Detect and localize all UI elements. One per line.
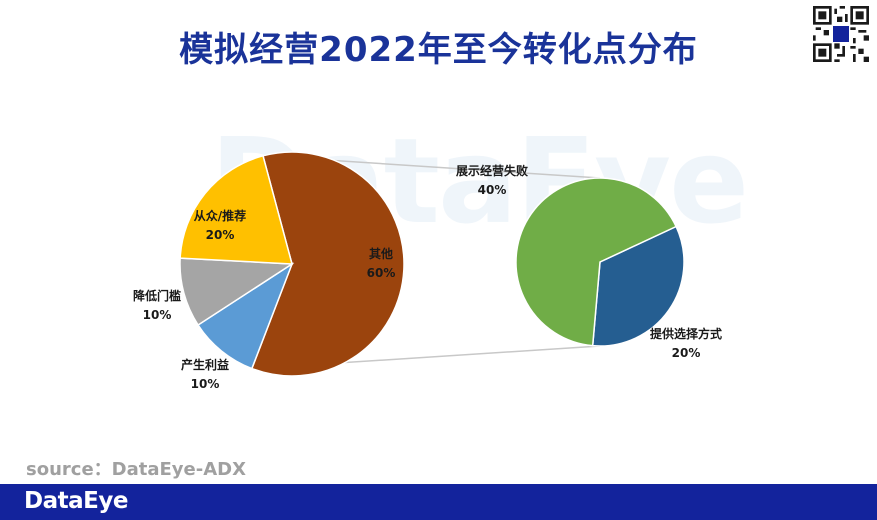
main-pie-slice-label-3: 从众/推荐 <box>194 208 246 223</box>
secondary-pie-slice-1 <box>515 177 678 347</box>
main-pie-slice-label-2: 降低门槛 <box>133 288 181 303</box>
secondary-pie-slice-label-0: 提供选择方式 <box>650 326 722 341</box>
secondary-pie-slice-label-1: 展示经营失败 <box>456 163 528 178</box>
main-pie-slice-value-2: 10% <box>143 308 172 322</box>
main-pie-slice-label-0: 其他 <box>369 246 393 261</box>
main-pie-slice-3 <box>179 154 293 265</box>
main-pie-slice-value-0: 60% <box>367 266 396 280</box>
qr-code-icon <box>813 6 869 62</box>
pie-of-pie-chart: 其他 60% 产生利益 10% 降低门槛 10% 从众/推荐 20% 提供选择方式 20% 展示经营… <box>133 151 722 391</box>
main-pie-slice-label-1: 产生利益 <box>181 357 229 372</box>
main-pie-slice-0 <box>250 151 405 377</box>
footer-brand-logo: DataEye <box>24 488 128 514</box>
page-title: 模拟经营2022年至今转化点分布 <box>179 30 698 70</box>
secondary-pie-slice-0 <box>591 225 685 347</box>
main-pie-slice-value-1: 10% <box>191 377 220 391</box>
main-pie-slice-value-3: 20% <box>206 228 235 242</box>
footer-bar: DataEye <box>0 484 877 520</box>
source-note: source：DataEye-ADX <box>26 459 246 480</box>
secondary-pie-slice-value-1: 40% <box>478 183 507 197</box>
secondary-pie-slice-value-0: 20% <box>672 346 701 360</box>
